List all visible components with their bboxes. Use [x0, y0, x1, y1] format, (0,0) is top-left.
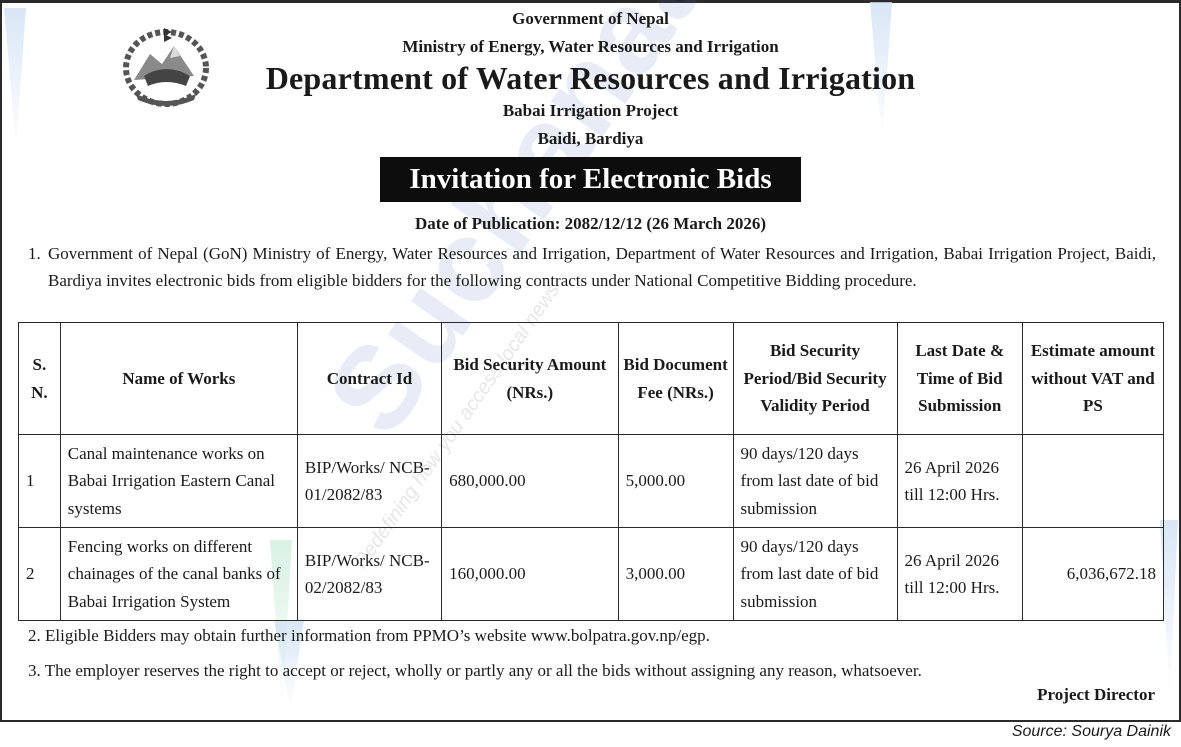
header-contract-id: Contract Id: [296, 322, 443, 435]
ministry-heading: Ministry of Energy, Water Resources and …: [402, 37, 779, 56]
note-3: 3. The employer reserves the right to ac…: [28, 661, 922, 680]
cell-security-period: 90 days/120 days from last date of bid s…: [732, 527, 898, 621]
table-row: 1 Canal maintenance works on Babai Irrig…: [18, 434, 1165, 528]
source-credit: Source: Sourya Dainik: [1011, 723, 1171, 740]
table-header-row: S. N. Name of Works Contract Id Bid Secu…: [18, 322, 1165, 435]
paragraph-1-text: Government of Nepal (GoN) Ministry of En…: [48, 244, 1156, 290]
cell-contract-id: BIP/Works/ NCB- 02/2082/83: [296, 527, 443, 621]
cell-security-amount: 160,000.00: [441, 527, 619, 621]
cell-estimate: 6,036,672.18: [1021, 527, 1165, 621]
cell-security-period: 90 days/120 days from last date of bid s…: [732, 434, 898, 528]
header-security-period: Bid Security Period/Bid Security Validit…: [732, 322, 898, 435]
cell-sn: 2: [18, 527, 61, 621]
cell-estimate: [1021, 434, 1165, 528]
header-sn: S. N.: [18, 322, 61, 435]
department-heading: Department of Water Resources and Irriga…: [265, 60, 916, 96]
cell-name-of-works: Fencing works on different chainages of …: [59, 527, 298, 621]
header-last-date: Last Date & Time of Bid Submission: [896, 322, 1023, 435]
header-document-fee: Bid Document Fee (NRs.): [617, 322, 734, 435]
paragraph-1: 1. Government of Nepal (GoN) Ministry of…: [28, 240, 1156, 294]
cell-sn: 1: [18, 434, 61, 528]
cell-security-amount: 680,000.00: [441, 434, 619, 528]
table-row: 2 Fencing works on different chainages o…: [18, 527, 1165, 621]
publication-date: Date of Publication: 2082/12/12 (26 Marc…: [415, 214, 766, 233]
header-name-of-works: Name of Works: [59, 322, 298, 435]
location-heading: Baidi, Bardiya: [537, 129, 644, 148]
nepal-emblem-icon: [123, 28, 209, 107]
contracts-table: S. N. Name of Works Contract Id Bid Secu…: [18, 322, 1165, 621]
cell-contract-id: BIP/Works/ NCB- 01/2082/83: [296, 434, 443, 528]
government-heading: Government of Nepal: [512, 9, 669, 28]
header-estimate: Estimate amount without VAT and PS: [1021, 322, 1165, 435]
header-security-amount: Bid Security Amount (NRs.): [441, 322, 619, 435]
frame-top-border: [0, 0, 1181, 3]
cell-last-date: 26 April 2026 till 12:00 Hrs.: [896, 527, 1023, 621]
cell-last-date: 26 April 2026 till 12:00 Hrs.: [896, 434, 1023, 528]
cell-document-fee: 3,000.00: [617, 527, 734, 621]
note-2: 2. Eligible Bidders may obtain further i…: [28, 626, 710, 645]
notice-title: Invitation for Electronic Bids: [380, 157, 801, 202]
cell-document-fee: 5,000.00: [617, 434, 734, 528]
paragraph-1-number: 1.: [28, 244, 41, 263]
cell-name-of-works: Canal maintenance works on Babai Irrigat…: [59, 434, 298, 528]
signature: Project Director: [1037, 685, 1155, 704]
project-heading: Babai Irrigation Project: [502, 101, 679, 120]
